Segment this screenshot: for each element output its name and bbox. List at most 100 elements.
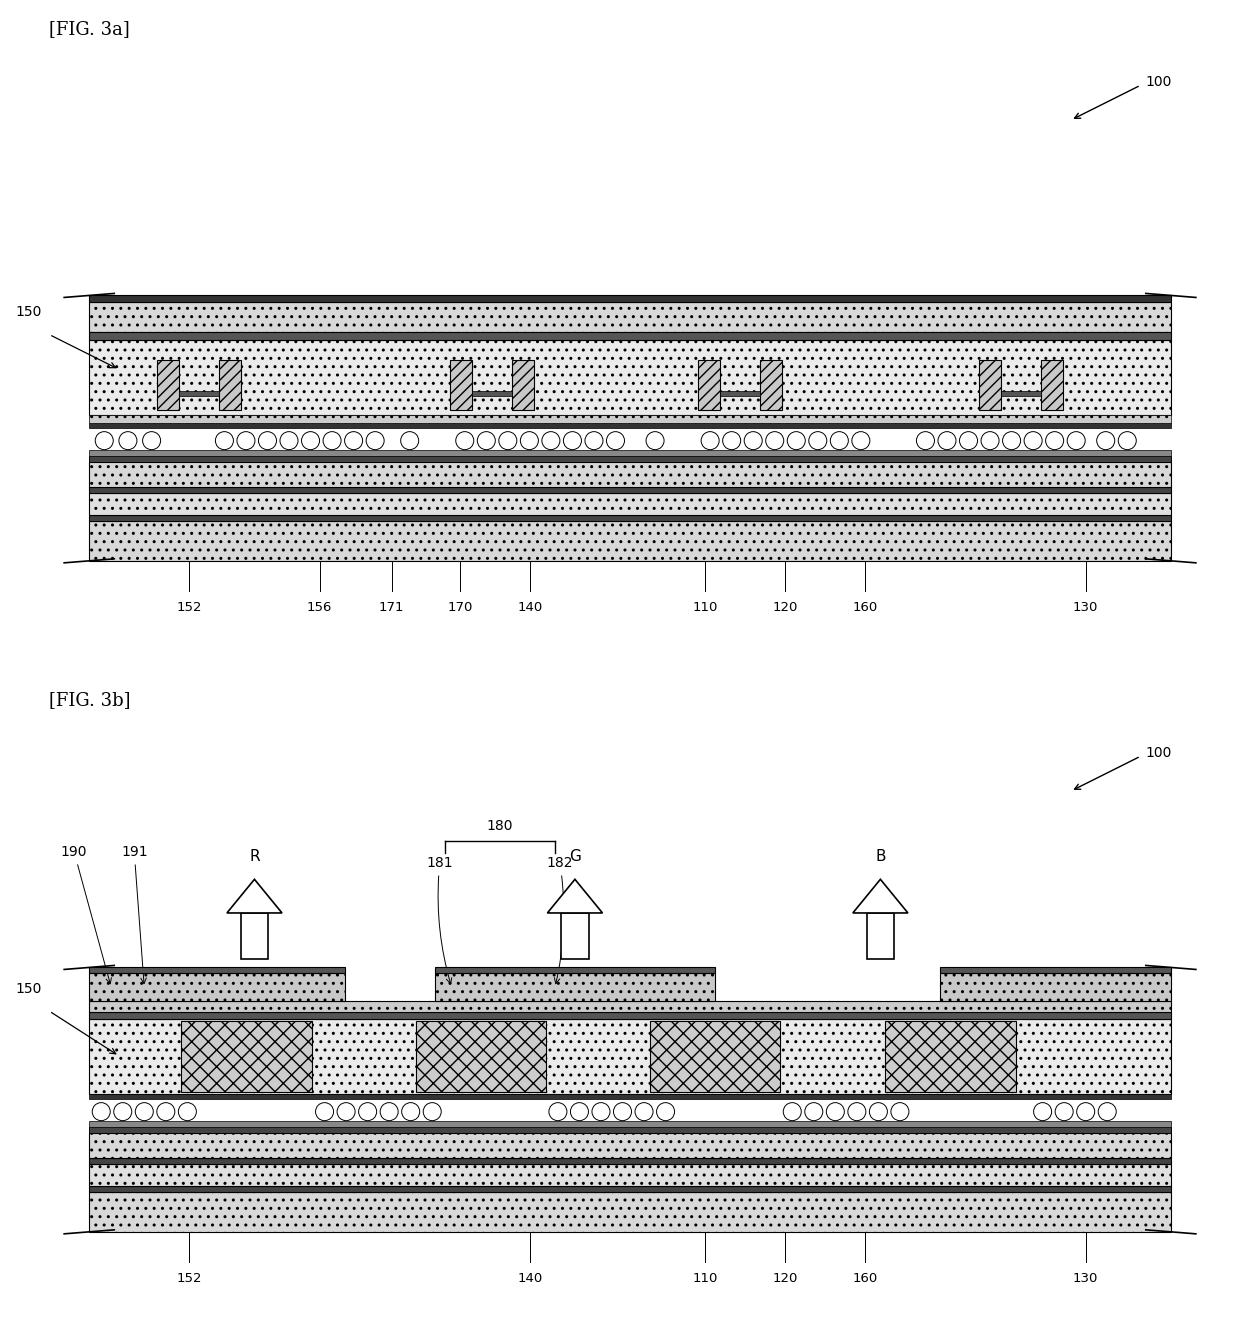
Text: 191: 191 (122, 845, 148, 984)
Circle shape (635, 1103, 653, 1121)
Text: 156: 156 (306, 601, 332, 613)
Text: 180: 180 (486, 819, 513, 833)
Circle shape (156, 1103, 175, 1121)
Bar (562, 913, 589, 960)
Circle shape (237, 432, 255, 450)
Bar (720, 391, 760, 396)
Text: 150: 150 (16, 306, 42, 319)
Bar (760, 360, 782, 409)
Text: 152: 152 (176, 1272, 202, 1284)
Circle shape (179, 1103, 196, 1121)
Bar (89, 1019, 1171, 1094)
Bar (89, 1186, 1171, 1192)
Circle shape (1024, 432, 1042, 450)
Circle shape (1118, 432, 1136, 450)
Text: 140: 140 (517, 601, 542, 613)
Circle shape (477, 432, 495, 450)
Circle shape (744, 432, 763, 450)
Text: 190: 190 (61, 845, 112, 984)
Bar (978, 360, 1001, 409)
Circle shape (1099, 1103, 1116, 1121)
Circle shape (95, 432, 113, 450)
Bar (89, 340, 1171, 415)
Text: 152: 152 (176, 601, 202, 613)
Circle shape (521, 432, 538, 450)
Text: 170: 170 (448, 601, 472, 613)
Circle shape (787, 432, 805, 450)
Bar (89, 1001, 1171, 1012)
Circle shape (808, 432, 827, 450)
Circle shape (402, 1103, 419, 1121)
Circle shape (591, 1103, 610, 1121)
Bar (89, 295, 1171, 302)
Bar (650, 1020, 780, 1091)
Text: 160: 160 (853, 1272, 878, 1284)
Circle shape (423, 1103, 441, 1121)
Bar (89, 302, 1171, 333)
Bar (1001, 391, 1040, 396)
Text: [FIG. 3b]: [FIG. 3b] (50, 691, 130, 709)
Bar (89, 450, 1171, 456)
Circle shape (280, 432, 298, 450)
Circle shape (869, 1103, 888, 1121)
Text: 182: 182 (547, 856, 573, 984)
Circle shape (114, 1103, 131, 1121)
Text: 110: 110 (692, 1272, 718, 1284)
Circle shape (723, 432, 740, 450)
Circle shape (498, 432, 517, 450)
Polygon shape (547, 879, 603, 913)
Bar (1040, 360, 1063, 409)
Text: 181: 181 (427, 856, 453, 984)
Text: G: G (569, 849, 580, 864)
Bar (512, 360, 534, 409)
Circle shape (301, 432, 320, 450)
Bar (181, 1020, 311, 1091)
Bar (940, 973, 1171, 1001)
Text: 130: 130 (1073, 1272, 1099, 1284)
Bar (940, 968, 1171, 973)
Text: B: B (875, 849, 885, 864)
Text: 120: 120 (773, 601, 797, 613)
Circle shape (937, 432, 956, 450)
Circle shape (143, 432, 161, 450)
Bar (450, 360, 471, 409)
Circle shape (831, 432, 848, 450)
Text: 120: 120 (773, 1272, 797, 1284)
Circle shape (981, 432, 999, 450)
Circle shape (337, 1103, 355, 1121)
Circle shape (805, 1103, 823, 1121)
Circle shape (960, 432, 977, 450)
Circle shape (1003, 432, 1021, 450)
Bar (89, 1158, 1171, 1164)
Circle shape (135, 1103, 154, 1121)
Bar (89, 521, 1171, 561)
Bar (89, 462, 1171, 487)
Circle shape (848, 1103, 866, 1121)
Circle shape (784, 1103, 801, 1121)
Text: 100: 100 (1146, 746, 1172, 760)
Circle shape (826, 1103, 844, 1121)
Circle shape (766, 432, 784, 450)
Circle shape (852, 432, 870, 450)
Bar (241, 913, 268, 960)
Polygon shape (853, 879, 908, 913)
Bar (435, 973, 715, 1001)
Circle shape (1068, 432, 1085, 450)
Circle shape (1055, 1103, 1073, 1121)
Text: 171: 171 (379, 601, 404, 613)
Bar (698, 360, 720, 409)
Circle shape (1034, 1103, 1052, 1121)
Text: R: R (249, 849, 259, 864)
Bar (89, 423, 1171, 428)
Circle shape (358, 1103, 377, 1121)
Bar (89, 968, 345, 973)
Circle shape (345, 432, 362, 450)
Bar (157, 360, 180, 409)
Circle shape (606, 432, 625, 450)
Bar (89, 1121, 1171, 1127)
Bar (89, 456, 1171, 462)
Bar (89, 1192, 1171, 1232)
Circle shape (401, 432, 419, 450)
Circle shape (216, 432, 233, 450)
Bar (180, 391, 219, 396)
